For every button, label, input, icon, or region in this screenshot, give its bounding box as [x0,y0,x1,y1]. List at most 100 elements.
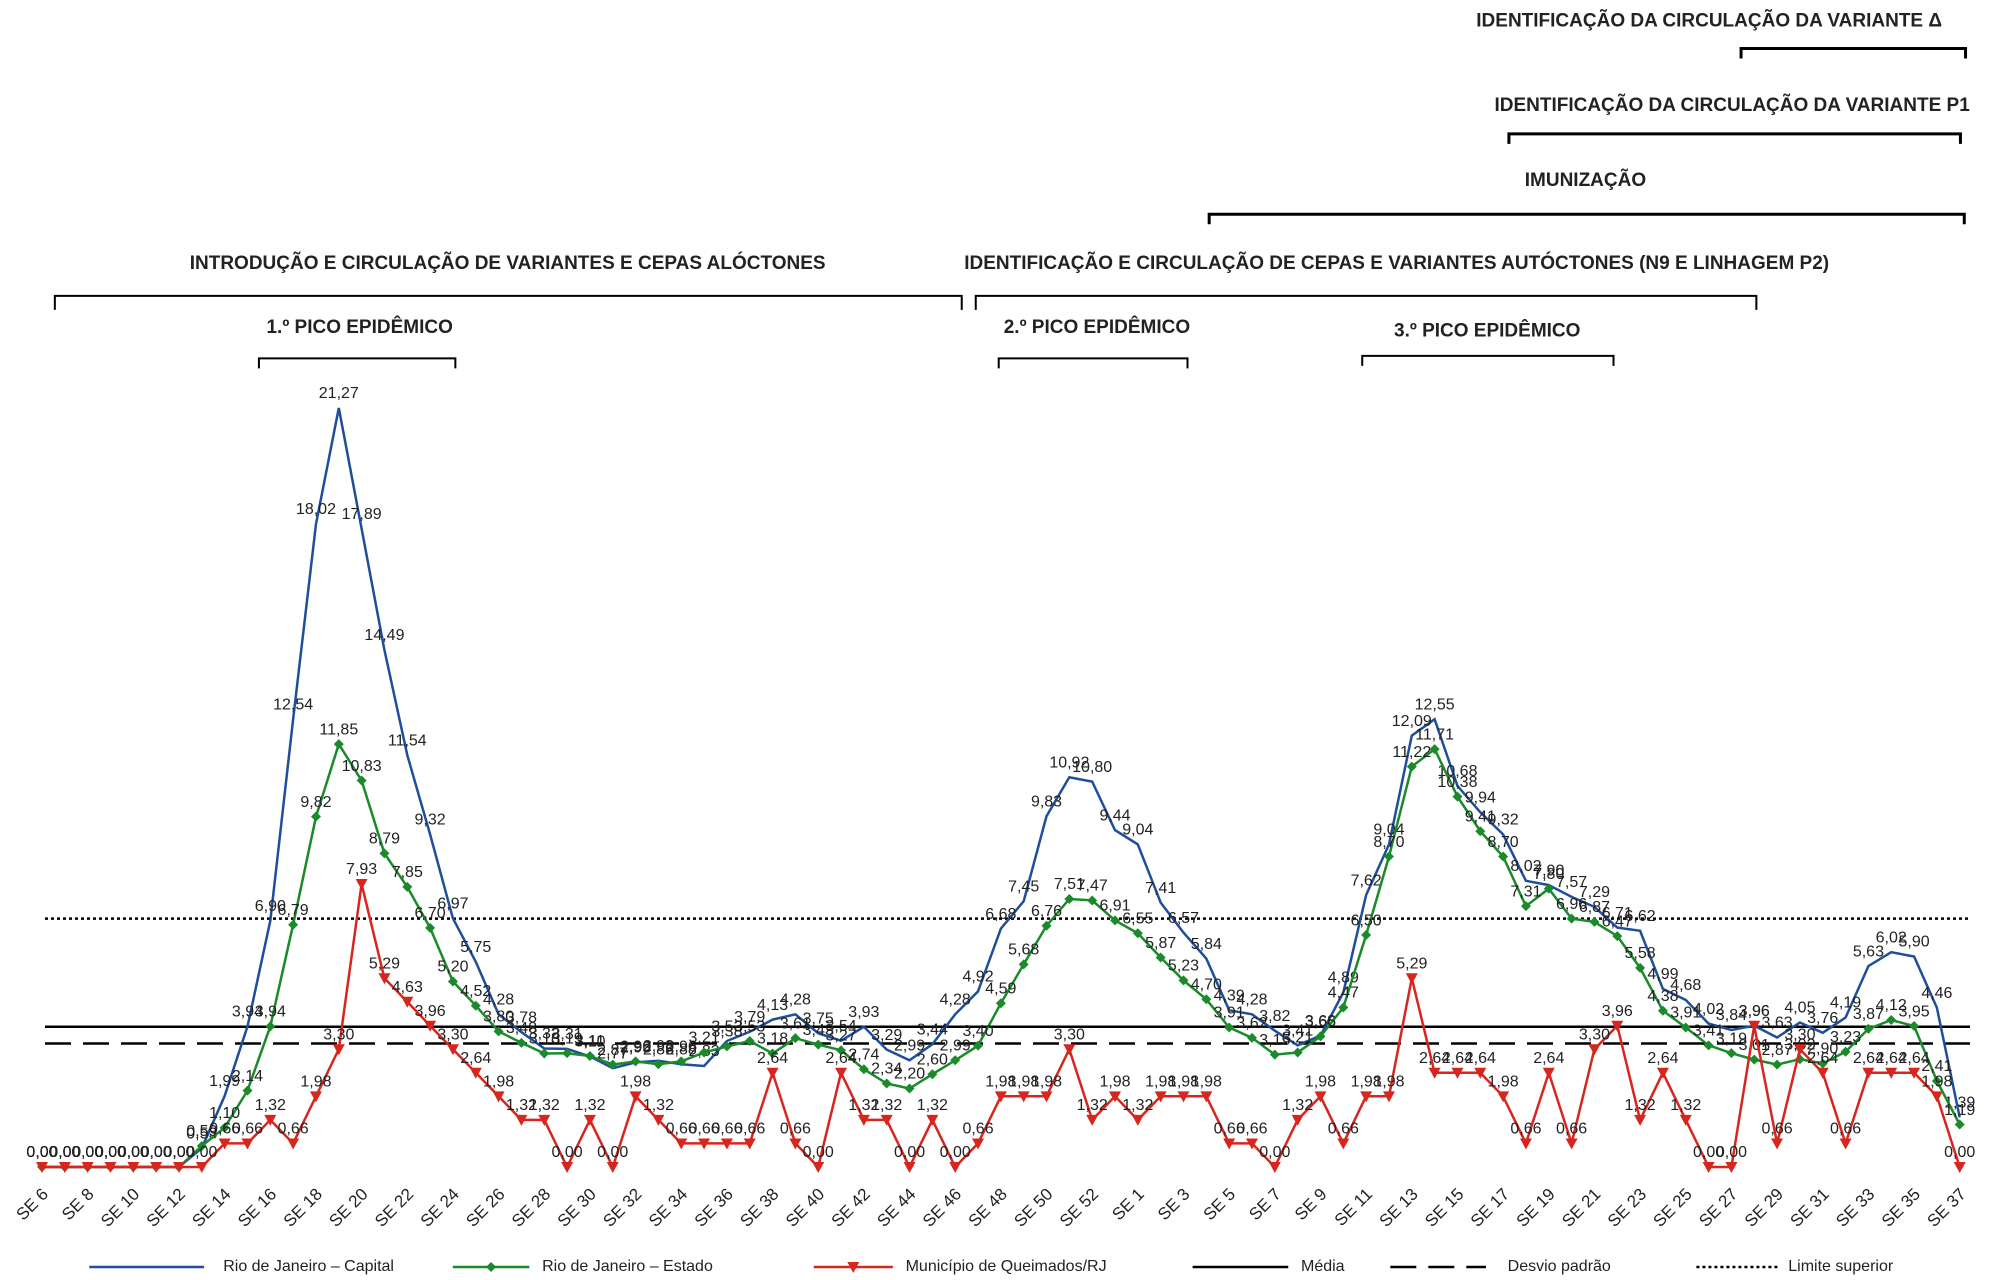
data-label: 2,64 [1807,1050,1838,1067]
data-label: 7,62 [1351,872,1382,889]
data-point [584,1051,595,1062]
annotation-bracket [1739,46,1968,59]
data-point [1840,1046,1851,1057]
data-point [1086,1114,1099,1126]
data-label: 3,93 [848,1004,879,1021]
x-tick-label: SE 5 [1200,1185,1239,1224]
data-point [538,1114,551,1126]
data-label: 0,00 [72,1144,103,1161]
data-label: 3,01 [1739,1037,1770,1054]
data-label: 1,98 [1373,1074,1404,1091]
data-point [81,1162,94,1173]
data-label: 2,60 [917,1051,948,1068]
data-point [378,973,391,985]
data-point [1885,1067,1898,1079]
x-tick-label: SE 52 [1056,1185,1102,1231]
data-label: 2,88 [666,1041,697,1058]
x-tick-label: SE 33 [1832,1185,1878,1231]
data-point [1498,851,1509,862]
x-tick-label: SE 36 [691,1185,737,1231]
data-point [881,1078,892,1089]
data-label: 9,41 [1465,808,1496,825]
data-point [196,1140,207,1151]
legend-label: Média [1301,1258,1345,1275]
data-point [241,1138,254,1150]
data-label: 0,00 [26,1144,57,1161]
data-label: 5,75 [460,939,491,956]
data-point [1520,901,1531,912]
data-point [1064,894,1075,905]
data-label: 3,30 [1784,1026,1815,1043]
data-point [1223,1138,1236,1150]
x-tick-label: SE 35 [1878,1185,1924,1231]
legend-marker [486,1262,497,1272]
data-label: 3,38 [711,1024,742,1041]
data-point [1635,962,1646,973]
data-label: 6,79 [278,902,309,919]
data-label: 0,66 [780,1121,811,1138]
data-label: 5,84 [1191,936,1222,953]
data-point [1292,1047,1303,1058]
data-point [972,1138,985,1150]
data-label: 5,63 [1853,943,1884,960]
data-label: 18,02 [296,501,336,518]
data-label: 3,27 [825,1028,856,1045]
data-label: 3,95 [1898,1003,1929,1020]
data-point [1268,1162,1281,1173]
data-label: 3,40 [962,1023,993,1040]
data-point [1451,1067,1464,1079]
data-label: 0,66 [1236,1121,1267,1138]
data-point [790,1033,801,1044]
data-label: 0,66 [711,1121,742,1138]
data-label: 1,32 [917,1097,948,1114]
data-label: 2,64 [1419,1050,1450,1067]
data-label: 2,64 [1876,1050,1907,1067]
data-label: 2,14 [232,1068,263,1085]
data-point [1886,1014,1897,1025]
data-label: 0,00 [1259,1144,1290,1161]
data-label: 8,70 [1488,834,1519,851]
data-point [36,1162,48,1173]
data-label: 4,63 [392,979,423,996]
data-point [1452,791,1463,802]
x-tick-label: SE 31 [1787,1185,1833,1231]
data-label: 3,21 [1282,1030,1313,1047]
x-tick-label: SE 27 [1695,1185,1741,1231]
data-label: 2,87 [597,1042,628,1059]
data-label: 5,23 [1168,958,1199,975]
data-point [1566,913,1577,924]
data-label: 2,90 [1807,1041,1838,1058]
data-point [676,1056,687,1067]
data-point [1656,1067,1669,1079]
data-label: 1,98 [1921,1074,1952,1091]
data-label: 3,66 [1305,1014,1336,1031]
data-point [675,1138,688,1150]
data-label: 0,00 [141,1144,172,1161]
data-label: 0,00 [95,1144,126,1161]
data-point [1772,1059,1783,1070]
data-label: 3,87 [1853,1006,1884,1023]
legend-label: Município de Queimados/RJ [906,1258,1107,1275]
data-point [698,1138,711,1150]
legend-label: Limite superior [1788,1258,1894,1275]
data-label: 3,11 [575,1033,605,1050]
data-label: 0,66 [1762,1121,1793,1138]
data-label: 3,96 [1602,1003,1633,1020]
data-point [699,1047,710,1058]
data-point [1657,1005,1668,1016]
data-point [1611,1020,1624,1032]
data-label: 11,71 [1415,726,1454,743]
data-label: 0,66 [1214,1121,1245,1138]
data-point [1771,1138,1784,1150]
data-point [333,739,344,750]
data-point [1361,930,1372,941]
x-tick-label: SE 13 [1376,1185,1422,1231]
data-label: 2,99 [894,1038,925,1055]
data-label: 0,66 [734,1121,765,1138]
series-line [42,407,1961,1169]
data-label: 3,30 [437,1026,468,1043]
x-tick-label: SE 17 [1467,1185,1513,1231]
data-label: 3,15 [1259,1032,1290,1049]
data-label: 4,99 [1647,966,1678,983]
data-point [1245,1138,1258,1150]
